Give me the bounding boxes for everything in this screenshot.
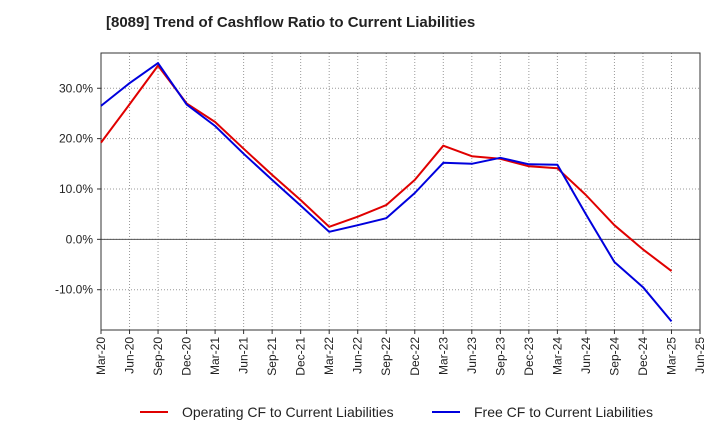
x-tick-label: Mar-22 bbox=[322, 337, 336, 375]
y-tick-label: 30.0% bbox=[59, 81, 93, 95]
x-tick-label: Dec-22 bbox=[408, 337, 422, 376]
x-tick-label: Jun-25 bbox=[693, 337, 707, 374]
x-tick-label: Jun-22 bbox=[351, 337, 365, 374]
y-tick-label: 10.0% bbox=[59, 182, 93, 196]
x-tick-label: Jun-23 bbox=[465, 337, 479, 374]
x-tick-label: Sep-24 bbox=[607, 337, 621, 376]
legend-label-operating-cf: Operating CF to Current Liabilities bbox=[182, 404, 394, 420]
x-tick-label: Jun-20 bbox=[123, 337, 137, 374]
x-tick-labels: Mar-20 Jun-20 Sep-20 Dec-20 Mar-21 Jun-21 Sep-… bbox=[94, 337, 707, 376]
legend-swatch-blue bbox=[432, 411, 460, 413]
y-tick-label: -10.0% bbox=[55, 283, 93, 297]
y-tick-label: 20.0% bbox=[59, 132, 93, 146]
series-lines bbox=[100, 62, 673, 323]
legend-item-operating-cf: Operating CF to Current Liabilities bbox=[140, 404, 394, 420]
chart-title: [8089] Trend of Cashflow Ratio to Curren… bbox=[106, 14, 476, 31]
x-tick-label: Mar-23 bbox=[436, 337, 450, 375]
x-tick-label: Mar-24 bbox=[550, 337, 564, 375]
x-tick-label: Sep-20 bbox=[151, 337, 165, 376]
x-tick-label: Mar-20 bbox=[94, 337, 108, 375]
series-line-free-cf bbox=[100, 62, 673, 323]
x-tick-label: Dec-24 bbox=[636, 337, 650, 376]
x-tick-label: Mar-25 bbox=[664, 337, 678, 375]
x-tick-label: Dec-20 bbox=[180, 337, 194, 376]
plot-frame bbox=[100, 52, 701, 331]
y-tick-label: 0.0% bbox=[66, 232, 94, 246]
x-tick-label: Dec-23 bbox=[522, 337, 536, 376]
grid-lines bbox=[101, 53, 700, 330]
legend-swatch-red bbox=[140, 411, 168, 413]
legend-item-free-cf: Free CF to Current Liabilities bbox=[432, 404, 653, 420]
x-tick-label: Sep-23 bbox=[493, 337, 507, 376]
x-tick-label: Jun-24 bbox=[579, 337, 593, 374]
x-tick-label: Sep-21 bbox=[265, 337, 279, 376]
x-tick-label: Dec-21 bbox=[294, 337, 308, 376]
x-tick-label: Mar-21 bbox=[208, 337, 222, 375]
series-line-operating-cf bbox=[100, 64, 673, 272]
legend-label-free-cf: Free CF to Current Liabilities bbox=[474, 404, 653, 420]
y-tick-labels: 30.0% 20.0% 10.0% 0.0% -10.0% bbox=[55, 81, 93, 296]
x-tick-label: Sep-22 bbox=[379, 337, 393, 376]
x-tick-label: Jun-21 bbox=[237, 337, 251, 374]
